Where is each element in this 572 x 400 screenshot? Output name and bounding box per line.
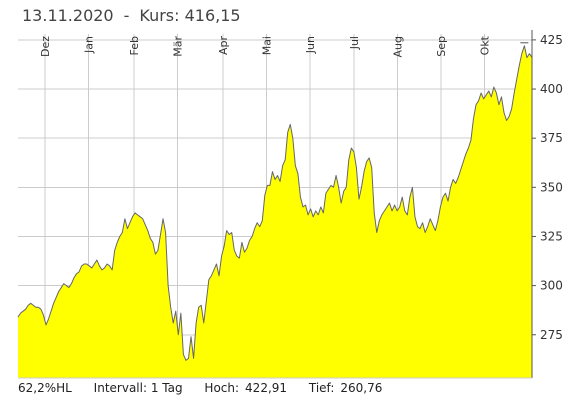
axis-layer — [18, 30, 536, 379]
price-line — [17, 45, 533, 361]
footer-interval: Intervall: 1 Tag — [93, 381, 183, 395]
header-price: Kurs: 416,15 — [139, 6, 241, 25]
month-label: Aug — [391, 36, 404, 57]
price-area — [18, 45, 532, 378]
y-tick-label: 400 — [540, 82, 563, 96]
month-label: Jun — [304, 36, 317, 54]
footer-high-label: Hoch: — [204, 381, 240, 395]
month-label: Mär — [172, 36, 185, 57]
month-label: Jul — [348, 36, 361, 50]
month-label: Sep — [435, 36, 448, 57]
month-label: Apr — [217, 36, 230, 56]
y-tick-label: 350 — [540, 180, 563, 194]
y-tick-label: 275 — [540, 328, 563, 342]
chart-footer: 62,2%HL Intervall: 1 Tag Hoch: 422,91 Tie… — [18, 381, 400, 395]
chart-header: 13.11.2020- Kurs: 416,15 — [22, 6, 241, 25]
month-label: Okt — [478, 35, 491, 55]
header-separator: - — [123, 6, 130, 25]
footer-hl: 62,2%HL — [18, 381, 72, 395]
month-label: Feb — [128, 36, 141, 55]
area-layer — [17, 45, 533, 378]
month-label: Mai — [261, 36, 274, 55]
y-tick-label: 425 — [540, 33, 563, 47]
label-layer: 275 300 325 350 375 400 425 Dez Jan Feb Mär Apr Mai J… — [39, 33, 563, 342]
y-tick-label: 300 — [540, 279, 563, 293]
y-tick-label: 375 — [540, 131, 563, 145]
footer-low-value: 260,76 — [340, 381, 383, 395]
footer-low-label: Tief: — [308, 381, 335, 395]
header-date: 13.11.2020 — [22, 6, 114, 25]
footer-high-value: 422,91 — [245, 381, 288, 395]
month-label: Dez — [39, 36, 52, 57]
y-tick-label: 325 — [540, 229, 563, 243]
month-label: Jan — [82, 36, 95, 54]
